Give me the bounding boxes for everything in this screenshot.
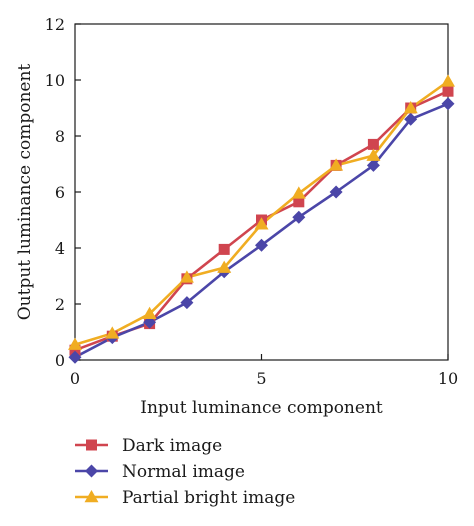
data-point-normal-image (255, 238, 268, 252)
y-tick-label: 8 (55, 127, 65, 146)
data-point-normal-image (404, 112, 418, 126)
tick-labels: 0 5 10 0 2 4 6 8 10 12 (45, 15, 459, 388)
data-point-partial-bright-image (366, 148, 381, 161)
data-point-dark-image (293, 196, 305, 208)
legend-item-partial-bright-image: Partial bright image (75, 488, 295, 508)
data-point-normal-image (292, 210, 306, 224)
x-tick-label: 10 (438, 369, 458, 388)
y-tick-label: 10 (45, 71, 65, 90)
legend-item-dark-image: Dark image (75, 436, 222, 456)
data-point-partial-bright-image (291, 186, 306, 199)
data-point-normal-image (68, 350, 82, 364)
x-tick-label: 5 (256, 369, 266, 388)
data-point-partial-bright-image (105, 326, 120, 339)
data-point-dark-image (367, 138, 379, 150)
data-point-normal-image (180, 296, 194, 310)
data-point-normal-image (329, 185, 343, 199)
x-axis-label: Input luminance component (140, 398, 383, 418)
plot-frame (74, 23, 449, 361)
y-tick-label: 0 (55, 351, 65, 370)
y-tick-label: 4 (55, 239, 65, 258)
series-line-normal-image (74, 102, 449, 359)
data-point-partial-bright-image (441, 74, 455, 87)
legend-label: Dark image (122, 436, 222, 456)
data-point-partial-bright-image (329, 158, 344, 171)
data-point-partial-bright-image (68, 337, 82, 350)
series-markers (68, 74, 455, 364)
x-tick-label: 0 (70, 369, 80, 388)
y-tick-label: 12 (45, 15, 65, 34)
axis-ticks (74, 23, 449, 361)
series-line-partial-bright-image (74, 80, 449, 346)
data-point-partial-bright-image (254, 217, 269, 230)
data-point-partial-bright-image (142, 306, 157, 320)
legend-marker (86, 439, 97, 451)
plot-area (74, 23, 449, 361)
legend-marker (85, 464, 98, 478)
y-axis-label: Output luminance component (15, 64, 35, 321)
data-point-partial-bright-image (403, 101, 418, 114)
legend-marker (84, 490, 99, 503)
data-point-dark-image (69, 344, 81, 356)
data-point-partial-bright-image (179, 270, 194, 283)
data-point-normal-image (366, 158, 380, 172)
data-point-dark-image (218, 243, 230, 255)
legend-label: Normal image (122, 462, 245, 482)
legend-item-normal-image: Normal image (75, 462, 245, 482)
legend-label: Partial bright image (122, 488, 295, 508)
y-tick-label: 2 (55, 295, 65, 314)
data-point-dark-image (442, 85, 454, 97)
legend: Dark image Normal image Partial bright ima… (75, 436, 295, 508)
data-point-partial-bright-image (217, 260, 232, 273)
y-tick-label: 6 (55, 183, 65, 202)
data-point-normal-image (441, 97, 455, 111)
